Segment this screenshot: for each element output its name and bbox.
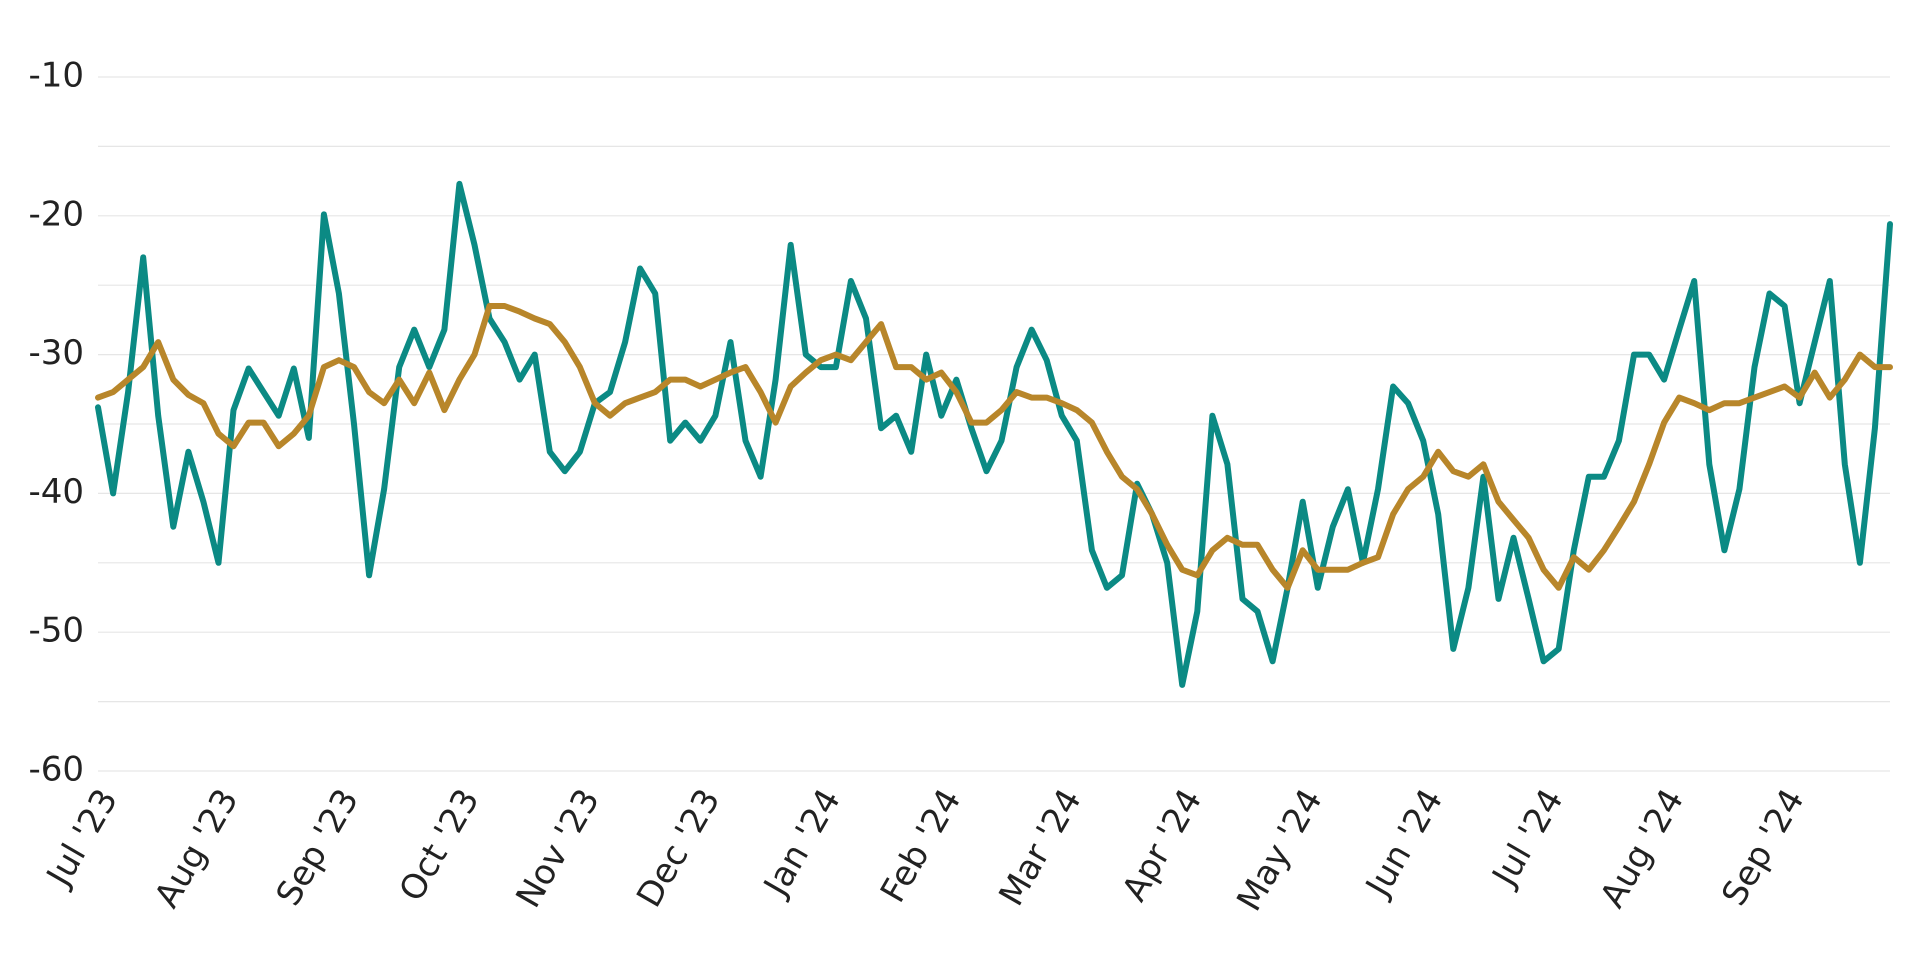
x-tick-label: Jul '23 [38, 782, 126, 894]
x-tick-label: Jan '24 [755, 782, 849, 904]
x-tick-label: Oct '23 [392, 782, 488, 908]
x-tick-label: Aug '24 [1593, 782, 1693, 914]
x-tick-label: Nov '23 [508, 782, 608, 914]
line-series [95, 180, 1893, 688]
y-tick-label: -10 [28, 56, 84, 96]
x-tick-label: Jul '24 [1484, 782, 1572, 894]
x-tick-label: Mar '24 [991, 782, 1089, 912]
line-series [95, 303, 1893, 591]
y-tick-label: -50 [28, 611, 84, 651]
x-tick-label: May '24 [1229, 782, 1331, 918]
x-tick-label: Feb '24 [873, 782, 969, 909]
y-tick-label: -40 [28, 472, 84, 512]
x-tick-label: Dec '23 [629, 782, 728, 914]
x-tick-label: Apr '24 [1114, 782, 1210, 908]
y-tick-label: -60 [28, 750, 84, 790]
x-tick-label: Sep '23 [269, 782, 367, 912]
y-tick-label: -30 [28, 333, 84, 373]
x-tick-label: Sep '24 [1714, 782, 1812, 912]
x-tick-label: Jun '24 [1357, 782, 1451, 905]
x-tick-label: Aug '23 [147, 782, 247, 914]
y-tick-label: -20 [28, 194, 84, 234]
